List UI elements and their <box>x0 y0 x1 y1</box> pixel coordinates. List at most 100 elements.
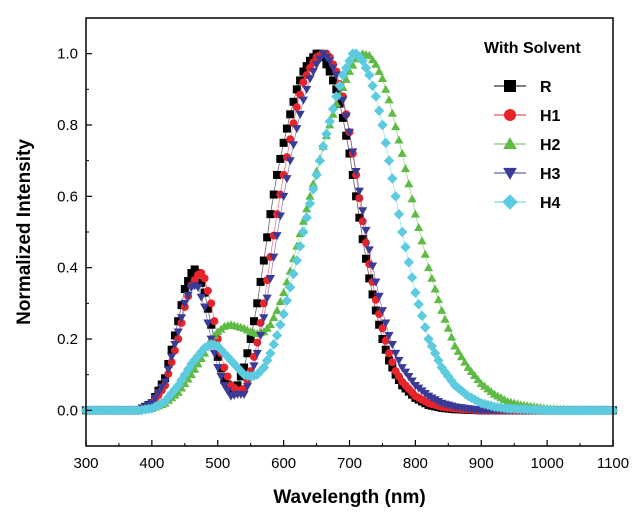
series-h1 <box>82 49 617 415</box>
data-point <box>440 314 450 323</box>
data-point <box>207 320 216 329</box>
data-point <box>387 340 397 349</box>
series-line <box>86 53 613 411</box>
data-point <box>315 55 325 64</box>
series-h2 <box>81 49 618 414</box>
data-point <box>410 287 421 298</box>
data-point <box>220 376 229 385</box>
data-point <box>252 349 262 358</box>
data-point <box>338 96 348 105</box>
x-tick-label: 700 <box>337 455 362 472</box>
data-point <box>387 108 397 117</box>
y-tick-label: 1.0 <box>57 46 78 63</box>
data-point <box>314 155 326 166</box>
data-point <box>332 85 341 94</box>
data-point <box>364 246 374 255</box>
data-point <box>381 336 390 345</box>
y-tick-label: 0.0 <box>57 402 78 419</box>
data-point <box>400 164 411 173</box>
data-point <box>255 332 266 341</box>
data-point <box>265 320 276 329</box>
data-point <box>413 299 424 310</box>
data-point <box>381 319 391 328</box>
data-point <box>348 60 358 69</box>
x-tick-label: 500 <box>205 455 230 472</box>
data-point <box>281 295 293 306</box>
legend-title: With Solvent <box>484 40 581 57</box>
data-point <box>305 75 315 84</box>
data-point <box>216 373 226 382</box>
data-point <box>341 62 352 74</box>
data-point <box>388 358 397 367</box>
data-point <box>269 313 279 321</box>
x-axis-title: Wavelength (nm) <box>273 487 425 508</box>
legend-label: H1 <box>540 108 561 125</box>
data-point <box>304 198 316 209</box>
data-point <box>400 241 411 253</box>
data-point <box>358 217 367 226</box>
data-point <box>360 62 372 74</box>
x-tick-label: 400 <box>139 455 164 472</box>
y-axis: 0.0 0.2 0.4 0.6 0.8 1.0 <box>57 46 92 447</box>
data-point <box>302 85 312 94</box>
series-line <box>86 53 613 411</box>
data-point <box>344 55 355 66</box>
legend-marker <box>504 80 516 92</box>
data-point <box>180 299 190 308</box>
data-point <box>302 204 312 213</box>
data-point <box>249 317 258 326</box>
legend-item-h2: H2 <box>494 137 561 154</box>
data-point <box>460 357 470 366</box>
data-point <box>331 71 341 80</box>
data-point <box>341 74 351 83</box>
data-point <box>242 382 252 391</box>
data-point <box>308 179 318 188</box>
data-point <box>367 262 378 271</box>
data-point <box>378 324 387 333</box>
data-point <box>305 191 315 200</box>
data-point <box>407 194 417 203</box>
data-point <box>167 353 177 362</box>
data-point <box>414 222 424 231</box>
data-point <box>404 373 414 382</box>
data-point <box>373 105 385 116</box>
x-tick-label: 600 <box>271 455 296 472</box>
legend-item-r: R <box>494 79 552 96</box>
data-point <box>311 60 322 69</box>
data-point <box>153 389 164 398</box>
data-point <box>357 55 368 66</box>
data-point <box>361 226 371 235</box>
data-point <box>311 169 322 181</box>
data-point <box>397 364 407 373</box>
data-point <box>374 66 384 75</box>
data-point <box>279 192 289 201</box>
data-point <box>291 255 302 266</box>
legend-marker <box>504 109 516 121</box>
data-point <box>269 190 278 199</box>
data-point <box>342 131 351 140</box>
data-point <box>265 348 276 359</box>
data-point <box>335 99 344 108</box>
legend-label: H2 <box>540 137 561 154</box>
data-point <box>193 283 203 292</box>
data-point <box>207 299 216 308</box>
data-point <box>261 355 273 366</box>
data-point <box>298 226 309 238</box>
y-axis-title: Normalized Intensity <box>14 139 35 325</box>
data-point <box>223 387 233 396</box>
data-point <box>213 364 223 373</box>
data-point <box>240 363 249 372</box>
data-point <box>272 232 282 241</box>
data-point <box>426 340 438 352</box>
data-point <box>266 210 275 219</box>
data-point <box>299 67 308 76</box>
data-point <box>404 179 414 188</box>
data-point <box>160 378 170 387</box>
data-point <box>365 274 374 283</box>
data-point <box>180 285 189 294</box>
data-point <box>368 290 377 299</box>
data-point <box>268 339 279 350</box>
data-point <box>275 296 285 305</box>
data-point <box>196 346 207 358</box>
data-point <box>403 257 414 268</box>
